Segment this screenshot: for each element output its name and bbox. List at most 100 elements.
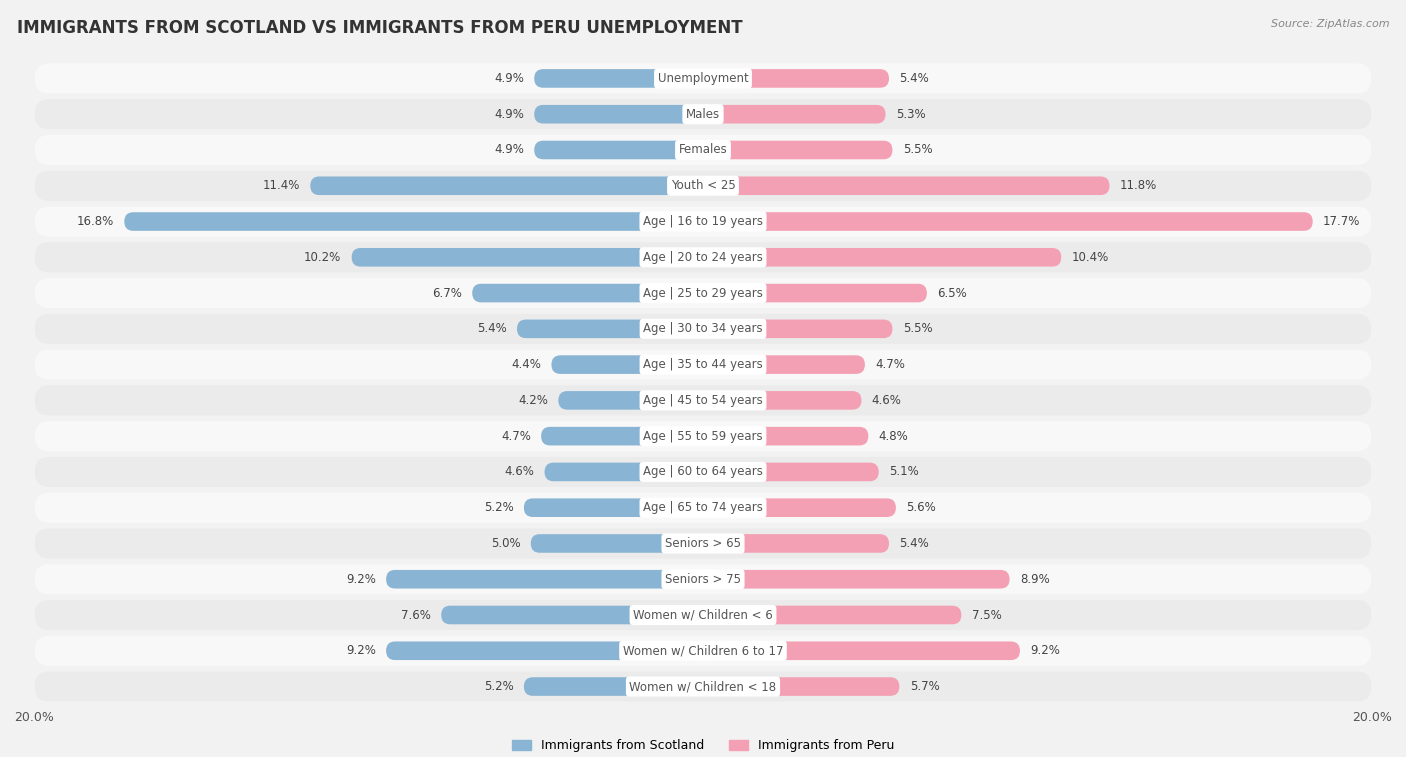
Text: 5.1%: 5.1% bbox=[889, 466, 918, 478]
FancyBboxPatch shape bbox=[531, 534, 703, 553]
Text: 9.2%: 9.2% bbox=[346, 573, 375, 586]
Text: Age | 45 to 54 years: Age | 45 to 54 years bbox=[643, 394, 763, 407]
Text: Age | 55 to 59 years: Age | 55 to 59 years bbox=[643, 430, 763, 443]
FancyBboxPatch shape bbox=[517, 319, 703, 338]
Text: 11.4%: 11.4% bbox=[263, 179, 299, 192]
Text: 17.7%: 17.7% bbox=[1323, 215, 1361, 228]
FancyBboxPatch shape bbox=[35, 207, 1371, 236]
FancyBboxPatch shape bbox=[703, 570, 1010, 588]
FancyBboxPatch shape bbox=[35, 99, 1371, 129]
FancyBboxPatch shape bbox=[35, 385, 1371, 416]
FancyBboxPatch shape bbox=[35, 457, 1371, 487]
Text: Seniors > 65: Seniors > 65 bbox=[665, 537, 741, 550]
Text: 9.2%: 9.2% bbox=[1031, 644, 1060, 657]
FancyBboxPatch shape bbox=[703, 141, 893, 159]
FancyBboxPatch shape bbox=[703, 105, 886, 123]
FancyBboxPatch shape bbox=[311, 176, 703, 195]
FancyBboxPatch shape bbox=[441, 606, 703, 625]
Text: 4.9%: 4.9% bbox=[494, 144, 524, 157]
Text: 4.9%: 4.9% bbox=[494, 72, 524, 85]
Text: 10.2%: 10.2% bbox=[304, 251, 342, 263]
FancyBboxPatch shape bbox=[35, 278, 1371, 308]
FancyBboxPatch shape bbox=[352, 248, 703, 266]
FancyBboxPatch shape bbox=[124, 212, 703, 231]
FancyBboxPatch shape bbox=[703, 427, 869, 445]
Text: 5.5%: 5.5% bbox=[903, 322, 932, 335]
FancyBboxPatch shape bbox=[703, 498, 896, 517]
FancyBboxPatch shape bbox=[703, 284, 927, 302]
FancyBboxPatch shape bbox=[544, 463, 703, 481]
FancyBboxPatch shape bbox=[524, 498, 703, 517]
FancyBboxPatch shape bbox=[541, 427, 703, 445]
FancyBboxPatch shape bbox=[387, 641, 703, 660]
Text: Age | 65 to 74 years: Age | 65 to 74 years bbox=[643, 501, 763, 514]
FancyBboxPatch shape bbox=[534, 105, 703, 123]
FancyBboxPatch shape bbox=[35, 671, 1371, 702]
FancyBboxPatch shape bbox=[703, 678, 900, 696]
Text: Youth < 25: Youth < 25 bbox=[671, 179, 735, 192]
Text: 5.4%: 5.4% bbox=[900, 537, 929, 550]
FancyBboxPatch shape bbox=[558, 391, 703, 410]
FancyBboxPatch shape bbox=[703, 355, 865, 374]
Text: 11.8%: 11.8% bbox=[1119, 179, 1157, 192]
Text: 4.9%: 4.9% bbox=[494, 107, 524, 120]
FancyBboxPatch shape bbox=[35, 421, 1371, 451]
Text: 5.5%: 5.5% bbox=[903, 144, 932, 157]
Text: 4.7%: 4.7% bbox=[875, 358, 905, 371]
FancyBboxPatch shape bbox=[35, 242, 1371, 273]
Text: IMMIGRANTS FROM SCOTLAND VS IMMIGRANTS FROM PERU UNEMPLOYMENT: IMMIGRANTS FROM SCOTLAND VS IMMIGRANTS F… bbox=[17, 19, 742, 37]
Text: Age | 16 to 19 years: Age | 16 to 19 years bbox=[643, 215, 763, 228]
Legend: Immigrants from Scotland, Immigrants from Peru: Immigrants from Scotland, Immigrants fro… bbox=[508, 734, 898, 757]
FancyBboxPatch shape bbox=[703, 319, 893, 338]
FancyBboxPatch shape bbox=[35, 564, 1371, 594]
Text: Women w/ Children 6 to 17: Women w/ Children 6 to 17 bbox=[623, 644, 783, 657]
FancyBboxPatch shape bbox=[35, 528, 1371, 559]
Text: 20.0%: 20.0% bbox=[14, 711, 53, 724]
FancyBboxPatch shape bbox=[703, 212, 1313, 231]
FancyBboxPatch shape bbox=[551, 355, 703, 374]
Text: Women w/ Children < 6: Women w/ Children < 6 bbox=[633, 609, 773, 621]
Text: Females: Females bbox=[679, 144, 727, 157]
Text: Source: ZipAtlas.com: Source: ZipAtlas.com bbox=[1271, 19, 1389, 29]
Text: 6.7%: 6.7% bbox=[432, 287, 461, 300]
Text: 5.0%: 5.0% bbox=[491, 537, 520, 550]
Text: Women w/ Children < 18: Women w/ Children < 18 bbox=[630, 680, 776, 693]
Text: 6.5%: 6.5% bbox=[938, 287, 967, 300]
Text: 5.7%: 5.7% bbox=[910, 680, 939, 693]
Text: 4.7%: 4.7% bbox=[501, 430, 531, 443]
Text: 7.5%: 7.5% bbox=[972, 609, 1001, 621]
Text: Males: Males bbox=[686, 107, 720, 120]
FancyBboxPatch shape bbox=[703, 534, 889, 553]
Text: 7.6%: 7.6% bbox=[401, 609, 430, 621]
FancyBboxPatch shape bbox=[703, 606, 962, 625]
Text: 16.8%: 16.8% bbox=[77, 215, 114, 228]
FancyBboxPatch shape bbox=[35, 64, 1371, 93]
FancyBboxPatch shape bbox=[703, 176, 1109, 195]
FancyBboxPatch shape bbox=[35, 135, 1371, 165]
Text: 4.4%: 4.4% bbox=[512, 358, 541, 371]
FancyBboxPatch shape bbox=[472, 284, 703, 302]
Text: Age | 30 to 34 years: Age | 30 to 34 years bbox=[643, 322, 763, 335]
FancyBboxPatch shape bbox=[35, 314, 1371, 344]
Text: 20.0%: 20.0% bbox=[1353, 711, 1392, 724]
Text: 5.6%: 5.6% bbox=[907, 501, 936, 514]
FancyBboxPatch shape bbox=[35, 493, 1371, 523]
Text: Seniors > 75: Seniors > 75 bbox=[665, 573, 741, 586]
FancyBboxPatch shape bbox=[35, 350, 1371, 379]
FancyBboxPatch shape bbox=[703, 463, 879, 481]
FancyBboxPatch shape bbox=[387, 570, 703, 588]
FancyBboxPatch shape bbox=[703, 391, 862, 410]
Text: 8.9%: 8.9% bbox=[1019, 573, 1050, 586]
FancyBboxPatch shape bbox=[534, 141, 703, 159]
FancyBboxPatch shape bbox=[524, 678, 703, 696]
Text: Age | 25 to 29 years: Age | 25 to 29 years bbox=[643, 287, 763, 300]
Text: 5.4%: 5.4% bbox=[477, 322, 506, 335]
Text: 4.2%: 4.2% bbox=[519, 394, 548, 407]
FancyBboxPatch shape bbox=[35, 600, 1371, 630]
Text: 4.6%: 4.6% bbox=[872, 394, 901, 407]
Text: 5.3%: 5.3% bbox=[896, 107, 925, 120]
Text: Unemployment: Unemployment bbox=[658, 72, 748, 85]
Text: Age | 35 to 44 years: Age | 35 to 44 years bbox=[643, 358, 763, 371]
FancyBboxPatch shape bbox=[703, 641, 1019, 660]
Text: Age | 20 to 24 years: Age | 20 to 24 years bbox=[643, 251, 763, 263]
